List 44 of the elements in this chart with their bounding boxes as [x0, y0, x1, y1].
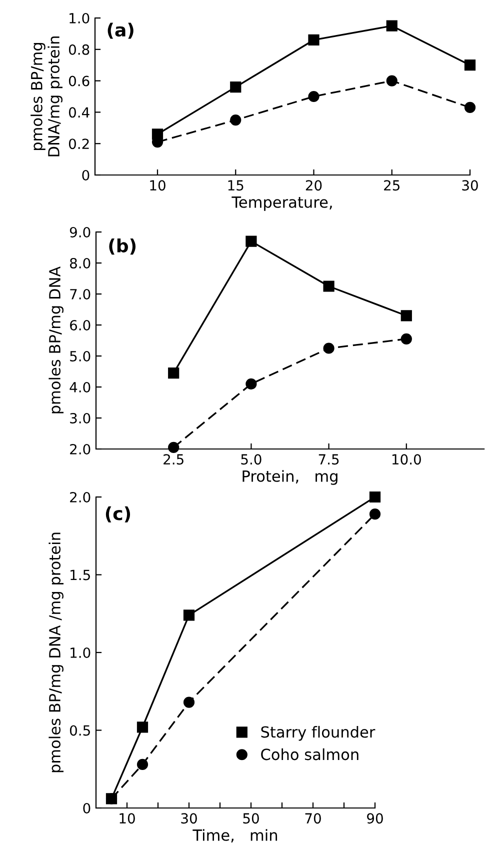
x-tick-label: 2.5: [164, 454, 184, 465]
y-tick-label: 4.0: [70, 382, 90, 392]
x-tick-label: 5.0: [241, 454, 262, 465]
y-tick-label: 1.0: [70, 647, 90, 658]
y-tick-label: 0.4: [68, 107, 90, 118]
x-tick-label: 10: [120, 813, 135, 824]
x-tick-label: 20: [306, 180, 322, 191]
x-tick-label: 70: [305, 813, 321, 824]
y-tick-label: 7.0: [70, 288, 90, 300]
x-tick-label: 30: [181, 813, 197, 824]
annotation: (a): [108, 22, 134, 39]
x-tick-label: 15: [228, 180, 244, 191]
y-tick-label: 0.2: [68, 138, 89, 150]
x-tick-label: 10.0: [392, 454, 421, 465]
y-tick-label: 2.0: [70, 444, 90, 454]
y-tick-label: 3.0: [70, 412, 90, 424]
y-tick-label: 6.0: [70, 320, 90, 330]
x-axis-title: Temperature,: [232, 196, 332, 211]
x-axis-title: Protein, mg: [242, 470, 338, 485]
legend-label: Coho salmon: [261, 748, 358, 760]
x-tick-label: 50: [243, 813, 259, 824]
y-axis-title: pmoles BP/mg DNA /mg protein: [48, 532, 64, 772]
annotation: (c): [106, 506, 130, 522]
y-tick-label: 0.5: [70, 725, 90, 736]
x-tick-label: 25: [384, 180, 400, 191]
y-tick-label: 8.0: [70, 258, 90, 268]
x-tick-label: 30: [462, 180, 478, 191]
y-tick-label: 0: [82, 170, 90, 180]
x-tick-label: 7.5: [318, 454, 339, 465]
annotation: (b): [109, 238, 136, 255]
legend-label: Starry flounder: [261, 726, 376, 741]
x-tick-label: 10: [150, 180, 166, 191]
y-tick-label: 1.5: [70, 570, 90, 580]
y-tick-label: 9.0: [70, 226, 90, 238]
y-tick-label: 2.0: [70, 492, 90, 502]
y-tick-label: 5.0: [70, 350, 90, 362]
y-axis-title: pmoles BP/mg DNA: [48, 266, 64, 414]
x-tick-label: 90: [367, 813, 383, 824]
y-axis-title: pmoles BP/mg DNA/mg protein: [30, 36, 62, 156]
x-axis-title: Time, min: [192, 829, 278, 842]
y-tick-label: 0.6: [68, 76, 90, 86]
y-tick-label: 1.0: [70, 12, 90, 24]
y-tick-label: 0.8: [68, 44, 90, 55]
y-tick-label: 0: [83, 802, 90, 814]
